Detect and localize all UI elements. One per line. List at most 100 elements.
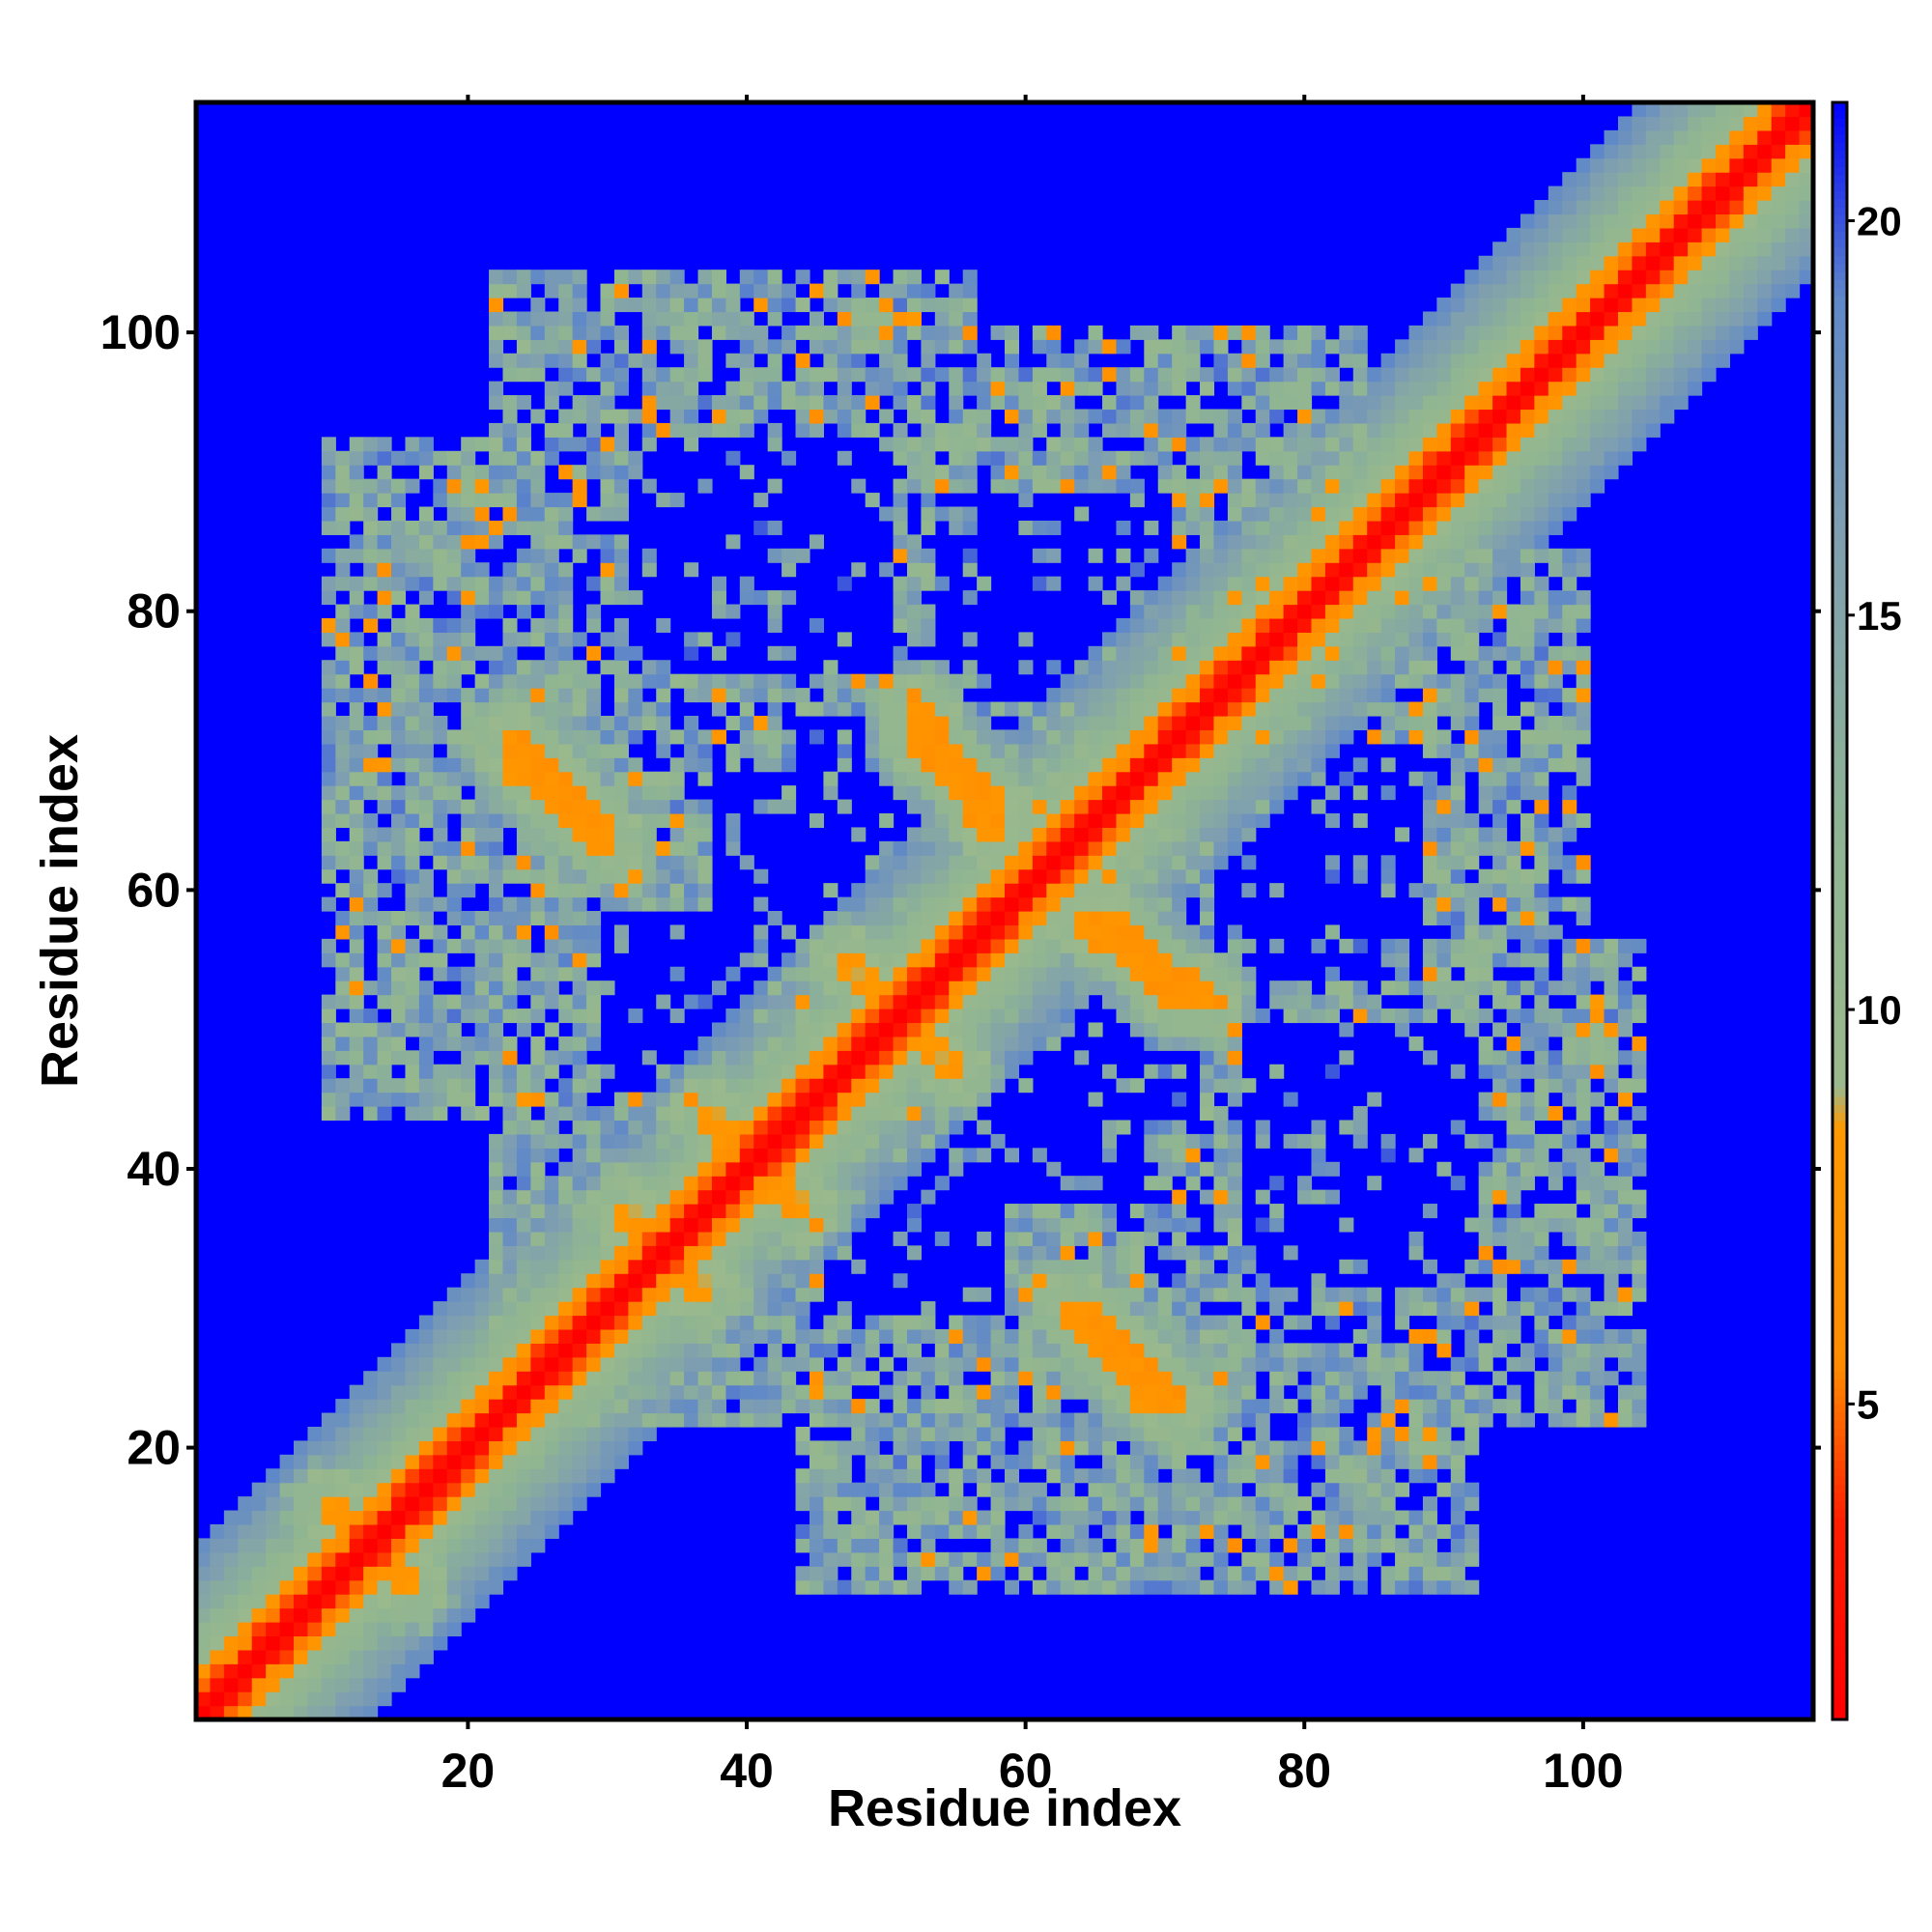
heatmap-cell [1311,1579,1326,1595]
heatmap-cell [1324,966,1340,981]
heatmap-cell [1088,660,1103,675]
heatmap-cell [851,966,867,981]
heatmap-cell [1088,701,1103,717]
heatmap-cell [893,952,908,968]
heatmap-cell [711,1148,726,1163]
heatmap-cell [433,1440,448,1456]
heatmap-cell [1311,660,1326,675]
heatmap-cell [739,270,754,285]
heatmap-cell [921,994,936,1009]
heatmap-cell [893,1482,908,1497]
heatmap-cell [446,1078,462,1094]
heatmap-cell [405,437,420,452]
heatmap-cell [767,1287,782,1302]
heatmap-cell [767,590,782,606]
heatmap-cell [823,1092,838,1107]
heatmap-cell [906,896,923,912]
heatmap-cell [1074,1412,1090,1428]
heatmap-cell [1060,1440,1075,1456]
heatmap-cell [613,673,629,689]
heatmap-cell [433,1635,448,1651]
heatmap-cell [613,660,629,675]
heatmap-cell [502,1523,518,1539]
heatmap-cell [1185,924,1201,940]
heatmap-cell [1116,450,1131,466]
heatmap-cell [809,1176,824,1191]
heatmap-cell [363,1579,379,1595]
heatmap-cell [266,1594,281,1609]
heatmap-cell [837,395,852,411]
heatmap-cell [697,757,713,773]
heatmap-cell [879,1328,895,1344]
heatmap-cell [837,1231,852,1246]
heatmap-cell [530,534,546,550]
heatmap-cell [753,395,769,411]
heatmap-cell [489,812,504,829]
heatmap-cell [823,1050,838,1065]
heatmap-cell [1129,645,1145,661]
heatmap-cell [558,743,574,758]
heatmap-cell [753,1092,769,1107]
heatmap-cell [405,450,420,466]
heatmap-cell [1200,1343,1215,1358]
heatmap-cell [461,1384,476,1400]
heatmap-cell [418,1064,434,1079]
heatmap-cell [1018,1440,1034,1456]
heatmap-cell [767,1301,782,1317]
heatmap-cell [934,883,950,898]
heatmap-cell [906,1566,923,1581]
heatmap-cell [544,896,559,912]
heatmap-cell [1102,1356,1118,1372]
heatmap-cell [1255,1412,1270,1428]
heatmap-cell [628,812,643,829]
heatmap-cell [349,534,364,550]
heatmap-cell [962,367,978,383]
heatmap-cell [530,325,546,340]
heatmap-cell [865,325,880,340]
heatmap-cell [1283,1315,1298,1330]
heatmap-cell [669,966,685,981]
heatmap-cell [669,367,685,383]
heatmap-cell [321,952,336,968]
heatmap-cell [391,855,407,870]
heatmap-cell [1200,1384,1215,1400]
heatmap-cell [656,715,671,730]
heatmap-cell [516,688,531,703]
heatmap-cell [934,673,950,689]
heatmap-cell [1046,576,1062,591]
heatmap-cell [990,868,1006,884]
heatmap-cell [823,688,838,703]
heatmap-cell [1018,855,1034,870]
heatmap-cell [1018,757,1034,773]
heatmap-cell [294,1621,309,1637]
heatmap-cell [865,994,880,1009]
heatmap-cell [795,1273,810,1289]
heatmap-cell [558,868,574,884]
heatmap-cell [1144,590,1159,606]
heatmap-cell [865,729,880,745]
heatmap-cell [489,1384,504,1400]
heatmap-cell [377,1371,392,1386]
heatmap-cell [1088,1022,1103,1037]
heatmap-cell [893,1328,908,1344]
heatmap-cell [1324,520,1340,535]
heatmap-cell [893,298,908,313]
heatmap-cell [1129,1022,1145,1037]
heatmap-cell [767,1176,782,1191]
heatmap-cell [1144,812,1159,829]
heatmap-cell [1172,1315,1187,1330]
heatmap-cell [851,1371,867,1386]
heatmap-cell [474,729,490,745]
heatmap-cell [725,1161,741,1177]
heatmap-cell [196,1635,212,1651]
heatmap-cell [502,1273,518,1289]
heatmap-cell [628,450,643,466]
heatmap-cell [516,1412,531,1428]
heatmap-cell [1227,353,1242,368]
heatmap-cell [1311,617,1326,633]
heatmap-cell [349,1384,364,1400]
heatmap-cell [251,1566,267,1581]
heatmap-cell [823,1231,838,1246]
heatmap-cell [1102,422,1118,438]
heatmap-cell [600,283,615,298]
